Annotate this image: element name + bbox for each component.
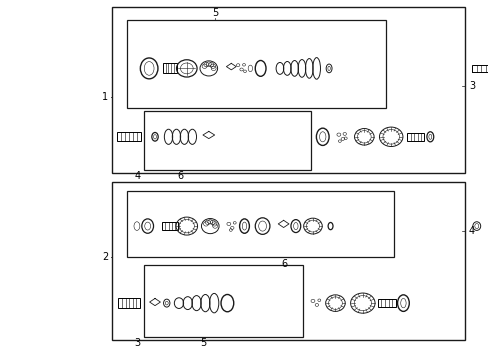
Bar <box>471 65 488 72</box>
Text: 4: 4 <box>135 171 141 181</box>
Bar <box>117 132 141 141</box>
Text: 6: 6 <box>178 171 183 181</box>
Text: 4: 4 <box>468 226 474 236</box>
Bar <box>377 299 395 307</box>
Text: 5: 5 <box>200 338 205 348</box>
Bar <box>407 133 424 141</box>
Bar <box>127 20 386 108</box>
Bar <box>127 191 393 257</box>
Bar <box>163 63 176 73</box>
Bar <box>144 265 303 337</box>
Bar <box>118 298 140 308</box>
Text: 2: 2 <box>102 252 108 262</box>
Text: 6: 6 <box>281 258 287 269</box>
Text: 3: 3 <box>134 338 140 348</box>
Text: 1: 1 <box>102 92 108 102</box>
Bar <box>112 7 464 173</box>
Bar <box>162 222 178 230</box>
Text: 3: 3 <box>468 81 474 91</box>
Text: 5: 5 <box>212 8 218 18</box>
Bar <box>144 111 310 170</box>
Bar <box>112 182 464 340</box>
